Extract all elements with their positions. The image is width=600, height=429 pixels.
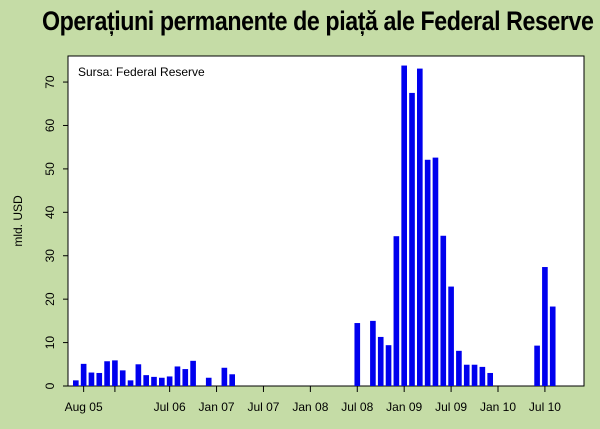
- bar: [401, 65, 407, 387]
- bar: [463, 364, 470, 386]
- bar: [104, 361, 110, 386]
- x-tick-label: Jan 08: [292, 400, 328, 414]
- bar: [73, 380, 79, 386]
- bar: [205, 377, 212, 386]
- bar: [456, 350, 462, 386]
- bar: [151, 376, 157, 386]
- bar: [479, 366, 486, 386]
- y-tick-label: 20: [43, 292, 57, 306]
- x-tick-label: Jul 06: [154, 400, 186, 414]
- bar: [182, 369, 189, 386]
- plot-area: [67, 55, 585, 387]
- bar: [143, 375, 149, 386]
- bar: [354, 323, 361, 386]
- bar: [112, 360, 118, 386]
- bar: [135, 364, 142, 386]
- bar: [88, 372, 95, 386]
- bar: [119, 370, 126, 386]
- bar: [96, 372, 103, 386]
- bar: [440, 235, 447, 386]
- x-tick-label: Jul 08: [341, 400, 373, 414]
- bar: [385, 345, 392, 386]
- bar: [487, 372, 493, 386]
- bar: [448, 286, 454, 386]
- y-axis: 0 10 20 30 40 50 60 70: [43, 75, 68, 389]
- bar: [159, 377, 165, 386]
- bar: [174, 366, 181, 386]
- source-label: Sursa: Federal Reserve: [78, 65, 205, 79]
- bar: [377, 336, 384, 386]
- bar: [409, 92, 415, 386]
- bar: [166, 376, 173, 386]
- x-axis: Aug 05 Jul 06 Jan 07 Jul 07 Jan 08 Jul 08 Jan …: [65, 386, 561, 414]
- bar: [424, 159, 431, 386]
- y-tick-label: 10: [43, 336, 57, 350]
- y-axis-label: mld. USD: [11, 195, 25, 247]
- bar: [432, 157, 439, 386]
- bars-group: [73, 65, 556, 387]
- bar: [542, 267, 548, 386]
- y-tick-label: 50: [43, 162, 57, 176]
- x-tick-label: Jul 09: [435, 400, 467, 414]
- bar: [534, 345, 540, 386]
- bar: [370, 320, 376, 386]
- bar: [393, 236, 400, 386]
- y-tick-label: 70: [43, 75, 57, 89]
- x-tick-label: Jan 09: [386, 400, 422, 414]
- y-tick-label: 30: [43, 249, 57, 263]
- bar: [190, 360, 196, 386]
- x-tick-label: Jan 07: [199, 400, 235, 414]
- x-tick-label: Jan 10: [480, 400, 516, 414]
- y-tick-label: 0: [43, 382, 57, 389]
- bar: [80, 363, 87, 386]
- bar: [417, 68, 423, 386]
- bar: [221, 367, 228, 386]
- bar: [549, 306, 556, 386]
- x-tick-label: Jul 10: [529, 400, 561, 414]
- x-tick-label: Aug 05: [65, 400, 103, 414]
- bar: [471, 364, 478, 386]
- chart-title: Operațiuni permanente de piață ale Feder…: [42, 6, 594, 36]
- y-tick-label: 40: [43, 205, 57, 219]
- bar: [127, 380, 134, 386]
- y-tick-label: 60: [43, 118, 57, 132]
- bar: [229, 374, 235, 386]
- x-tick-label: Jul 07: [247, 400, 279, 414]
